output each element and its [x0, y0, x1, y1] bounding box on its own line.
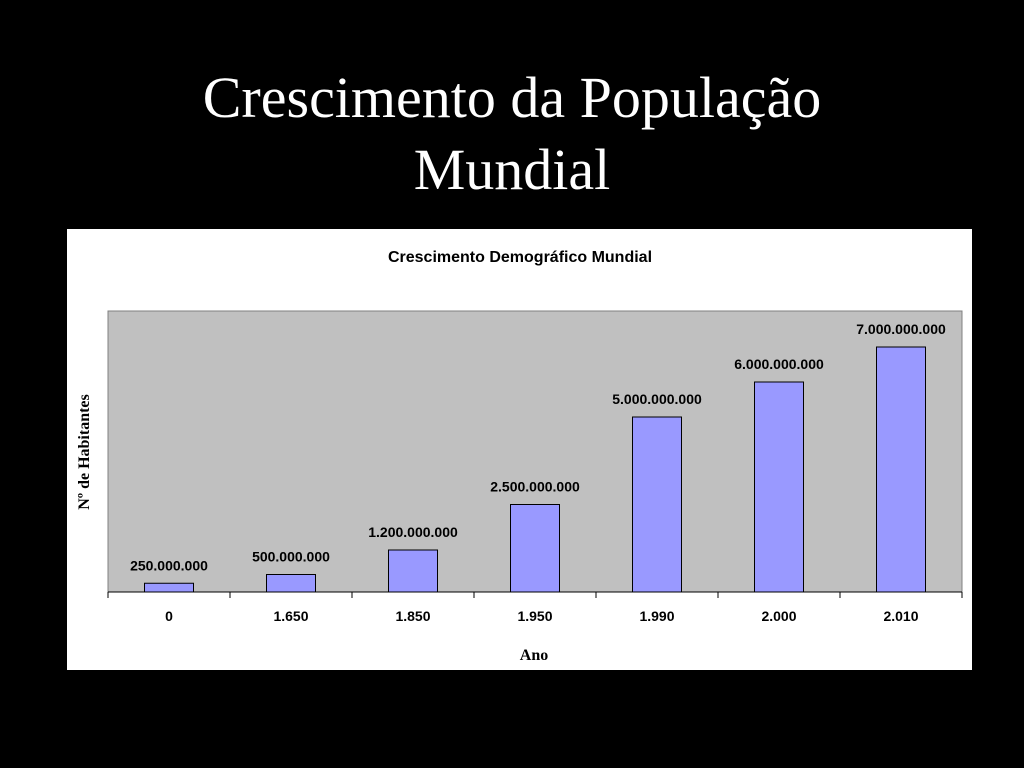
slide-title: Crescimento da População Mundial — [0, 62, 1024, 206]
data-label: 1.200.000.000 — [368, 524, 458, 540]
data-label: 250.000.000 — [130, 557, 208, 573]
x-axis: 0 1.650 1.850 1.950 1.990 2.000 2.010 — [107, 591, 963, 624]
bar — [266, 574, 316, 593]
data-label: 500.000.000 — [252, 549, 330, 565]
chart-title: Crescimento Demográfico Mundial — [388, 249, 652, 266]
x-tick-label: 2.010 — [883, 608, 918, 624]
y-axis-title: Nº de Habitantes — [76, 394, 93, 510]
bar — [632, 416, 682, 593]
data-label: 5.000.000.000 — [612, 391, 702, 407]
x-tick-label: 2.000 — [761, 608, 796, 624]
data-label: 7.000.000.000 — [856, 321, 946, 337]
bar — [510, 504, 560, 593]
x-tick-label: 1.650 — [273, 608, 308, 624]
data-label: 2.500.000.000 — [490, 479, 580, 495]
bar — [388, 549, 438, 593]
x-tick-label: 1.850 — [395, 608, 430, 624]
x-tick-label: 1.990 — [639, 608, 674, 624]
bar — [876, 346, 926, 593]
x-tick-label: 1.950 — [517, 608, 552, 624]
slide-title-line-1: Crescimento da População — [202, 65, 822, 130]
x-axis-title: Ano — [520, 647, 548, 664]
x-tick-label: 0 — [165, 608, 173, 624]
slide-title-line-2: Mundial — [413, 137, 611, 202]
bar — [144, 582, 194, 593]
data-label: 6.000.000.000 — [734, 356, 824, 372]
bars-layer: 250.000.000 500.000.000 1.200.000.000 2.500… — [130, 321, 946, 593]
bar-chart: Crescimento Demográfico Mundial Ano Nº d… — [76, 249, 963, 664]
bar — [754, 381, 804, 593]
chart-panel: Crescimento Demográfico Mundial Ano Nº d… — [67, 229, 972, 670]
